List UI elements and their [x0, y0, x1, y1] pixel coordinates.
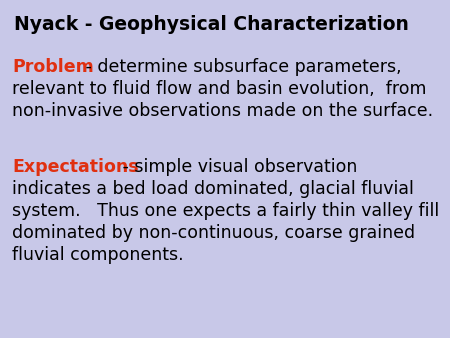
Text: indicates a bed load dominated, glacial fluvial: indicates a bed load dominated, glacial … [12, 180, 414, 198]
Text: non-invasive observations made on the surface.: non-invasive observations made on the su… [12, 102, 433, 120]
Text: Nyack - Geophysical Characterization: Nyack - Geophysical Characterization [14, 15, 409, 34]
Text: Expectations: Expectations [12, 158, 139, 176]
Text: - determine subsurface parameters,: - determine subsurface parameters, [80, 58, 401, 76]
Text: fluvial components.: fluvial components. [12, 246, 184, 264]
Text: relevant to fluid flow and basin evolution,  from: relevant to fluid flow and basin evoluti… [12, 80, 427, 98]
Text: dominated by non-continuous, coarse grained: dominated by non-continuous, coarse grai… [12, 224, 415, 242]
Text: system.   Thus one expects a fairly thin valley fill: system. Thus one expects a fairly thin v… [12, 202, 439, 220]
Text: Problem: Problem [12, 58, 94, 76]
Text: - simple visual observation: - simple visual observation [117, 158, 357, 176]
